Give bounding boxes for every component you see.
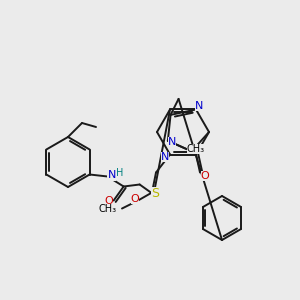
Text: H: H	[116, 167, 123, 178]
Text: O: O	[130, 194, 140, 203]
Text: N: N	[107, 170, 116, 181]
Text: O: O	[201, 170, 209, 181]
Text: N: N	[195, 101, 203, 112]
Text: CH₃: CH₃	[187, 144, 205, 154]
Text: CH₃: CH₃	[99, 203, 117, 214]
Text: O: O	[104, 196, 113, 206]
Text: S: S	[151, 187, 159, 200]
Text: N: N	[161, 152, 169, 161]
Text: N: N	[168, 137, 176, 147]
